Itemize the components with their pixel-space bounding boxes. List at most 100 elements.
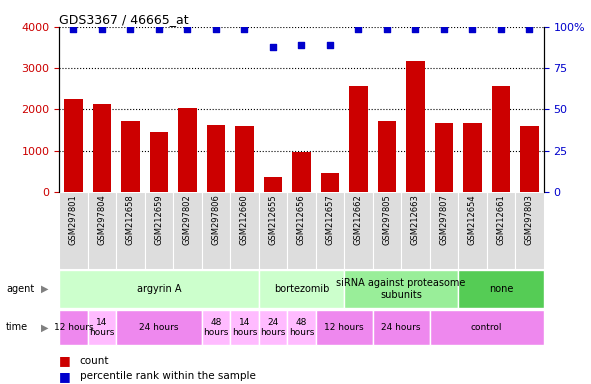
Text: argyrin A: argyrin A <box>137 284 181 294</box>
Bar <box>145 192 173 269</box>
Point <box>240 25 249 31</box>
Bar <box>202 192 230 269</box>
Bar <box>401 192 430 269</box>
Bar <box>349 86 368 192</box>
Bar <box>287 310 316 345</box>
Point <box>268 44 278 50</box>
Text: ▶: ▶ <box>41 284 48 294</box>
Text: percentile rank within the sample: percentile rank within the sample <box>80 371 256 381</box>
Text: GSM212663: GSM212663 <box>411 194 420 245</box>
Bar <box>520 126 539 192</box>
Bar <box>292 152 311 192</box>
Text: none: none <box>489 284 513 294</box>
Bar <box>59 270 259 308</box>
Bar <box>87 192 116 269</box>
Text: GSM212654: GSM212654 <box>468 194 477 245</box>
Bar <box>207 125 225 192</box>
Bar <box>64 99 83 192</box>
Point <box>496 25 506 31</box>
Bar <box>264 177 282 192</box>
Bar <box>121 121 139 192</box>
Text: GSM297805: GSM297805 <box>382 194 391 245</box>
Text: 14
hours: 14 hours <box>89 318 115 337</box>
Text: 48
hours: 48 hours <box>203 318 229 337</box>
Text: count: count <box>80 356 109 366</box>
Point <box>297 42 306 48</box>
Bar <box>463 122 482 192</box>
Bar <box>316 192 344 269</box>
Bar <box>287 192 316 269</box>
Bar <box>150 132 168 192</box>
Text: 24
hours: 24 hours <box>260 318 285 337</box>
Text: 12 hours: 12 hours <box>54 323 93 332</box>
Text: GSM212658: GSM212658 <box>126 194 135 245</box>
Bar <box>373 192 401 269</box>
Point <box>467 25 477 31</box>
Bar <box>59 310 87 345</box>
Bar <box>458 270 544 308</box>
Text: GSM212659: GSM212659 <box>154 194 163 245</box>
Text: agent: agent <box>6 284 34 294</box>
Bar <box>373 310 430 345</box>
Bar <box>406 61 425 192</box>
Text: GSM212661: GSM212661 <box>496 194 505 245</box>
Text: 24 hours: 24 hours <box>381 323 421 332</box>
Bar <box>434 122 453 192</box>
Bar <box>487 192 515 269</box>
Bar <box>116 310 202 345</box>
Bar <box>321 174 339 192</box>
Text: GSM297803: GSM297803 <box>525 194 534 245</box>
Point <box>325 42 335 48</box>
Text: control: control <box>471 323 502 332</box>
Text: GSM212655: GSM212655 <box>268 194 277 245</box>
Bar <box>259 270 344 308</box>
Bar <box>202 310 230 345</box>
Text: bortezomib: bortezomib <box>274 284 329 294</box>
Point <box>211 25 220 31</box>
Bar <box>316 310 373 345</box>
Bar <box>87 310 116 345</box>
Text: GSM212657: GSM212657 <box>326 194 335 245</box>
Bar <box>93 104 111 192</box>
Text: GSM212662: GSM212662 <box>354 194 363 245</box>
Text: 24 hours: 24 hours <box>139 323 178 332</box>
Bar <box>515 192 544 269</box>
Text: ■: ■ <box>59 354 71 367</box>
Bar <box>173 192 202 269</box>
Bar <box>430 192 458 269</box>
Bar <box>230 310 259 345</box>
Bar <box>458 192 487 269</box>
Text: ■: ■ <box>59 370 71 383</box>
Point <box>154 25 164 31</box>
Point <box>382 25 392 31</box>
Bar <box>230 192 259 269</box>
Point <box>439 25 449 31</box>
Bar <box>492 86 510 192</box>
Bar <box>430 310 544 345</box>
Text: GSM297802: GSM297802 <box>183 194 192 245</box>
Text: GSM212656: GSM212656 <box>297 194 306 245</box>
Point <box>69 25 78 31</box>
Text: 14
hours: 14 hours <box>232 318 257 337</box>
Bar <box>259 310 287 345</box>
Point <box>411 25 420 31</box>
Text: 12 hours: 12 hours <box>324 323 364 332</box>
Bar <box>116 192 145 269</box>
Point <box>353 25 363 31</box>
Text: ▶: ▶ <box>41 322 48 333</box>
Bar <box>178 108 197 192</box>
Text: GSM297807: GSM297807 <box>440 194 449 245</box>
Point <box>525 25 534 31</box>
Text: 48
hours: 48 hours <box>289 318 314 337</box>
Text: GSM297806: GSM297806 <box>212 194 220 245</box>
Point <box>97 25 106 31</box>
Text: time: time <box>6 322 28 333</box>
Text: siRNA against proteasome
subunits: siRNA against proteasome subunits <box>336 278 466 300</box>
Bar <box>378 121 396 192</box>
Point <box>183 25 192 31</box>
Point <box>126 25 135 31</box>
Bar <box>259 192 287 269</box>
Bar <box>59 192 87 269</box>
Text: GSM297801: GSM297801 <box>69 194 78 245</box>
Text: GSM212660: GSM212660 <box>240 194 249 245</box>
